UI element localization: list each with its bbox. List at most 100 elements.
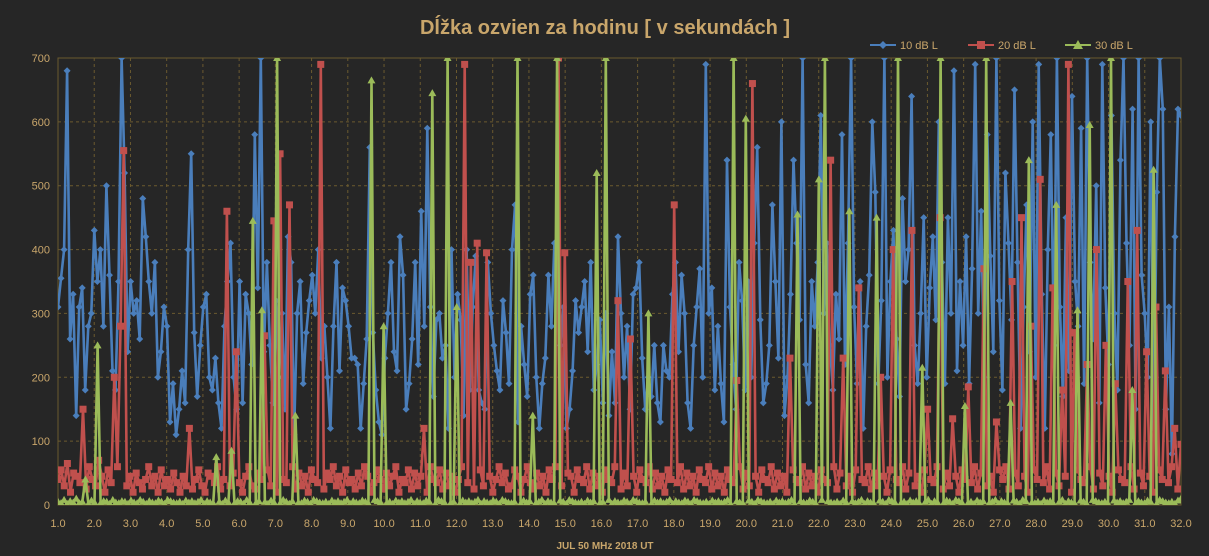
data-point xyxy=(263,258,271,266)
data-point xyxy=(790,156,798,164)
data-point xyxy=(620,373,628,381)
data-point xyxy=(184,246,192,254)
data-point xyxy=(537,495,546,503)
data-point xyxy=(464,479,472,487)
data-point xyxy=(547,322,555,330)
data-point xyxy=(354,469,362,477)
data-point xyxy=(850,303,858,311)
data-point xyxy=(195,466,203,474)
data-point xyxy=(1093,246,1101,254)
data-point xyxy=(202,290,210,298)
data-point xyxy=(212,453,221,461)
data-point xyxy=(1021,497,1030,505)
data-point xyxy=(423,488,431,496)
data-point xyxy=(120,147,128,155)
data-point xyxy=(833,485,841,493)
data-point xyxy=(1173,496,1181,504)
data-point xyxy=(982,58,991,61)
data-point xyxy=(683,469,691,477)
data-point xyxy=(387,258,395,266)
data-point xyxy=(298,482,306,490)
data-point xyxy=(185,424,193,432)
data-point xyxy=(417,472,425,480)
data-point xyxy=(304,488,312,496)
data-point xyxy=(961,475,969,483)
data-point xyxy=(623,322,631,330)
data-point xyxy=(339,488,347,496)
data-point xyxy=(123,482,131,490)
data-point xyxy=(762,380,770,388)
data-point xyxy=(198,482,206,490)
data-point xyxy=(373,466,381,474)
data-point xyxy=(138,485,146,493)
data-point xyxy=(67,488,75,496)
data-point xyxy=(72,412,80,420)
data-point xyxy=(176,488,184,496)
x-tick-label: 24.0 xyxy=(880,518,901,530)
data-point xyxy=(1139,482,1147,490)
data-point xyxy=(550,499,558,505)
data-point xyxy=(705,309,713,317)
data-point xyxy=(598,497,607,505)
data-point xyxy=(520,361,528,369)
data-point xyxy=(626,335,634,343)
data-point xyxy=(257,306,266,314)
data-point xyxy=(877,373,885,381)
data-point xyxy=(90,498,99,505)
data-point xyxy=(320,485,328,493)
data-point xyxy=(1071,499,1078,505)
data-point xyxy=(930,479,938,487)
data-point xyxy=(130,309,138,317)
data-point xyxy=(96,246,104,254)
data-point xyxy=(632,284,640,292)
data-point xyxy=(923,373,931,381)
data-point xyxy=(135,479,143,487)
data-point xyxy=(308,271,316,279)
data-point xyxy=(473,495,482,503)
data-point xyxy=(614,233,622,241)
data-point xyxy=(60,246,68,254)
data-point xyxy=(75,303,83,311)
data-point xyxy=(301,472,309,480)
data-point xyxy=(317,60,325,68)
data-point xyxy=(658,472,666,480)
data-point xyxy=(1024,488,1032,496)
data-point xyxy=(908,226,916,234)
data-point xyxy=(946,482,954,490)
data-point xyxy=(227,446,236,454)
data-point xyxy=(662,367,670,375)
y-tick-label: 400 xyxy=(32,245,50,257)
data-point xyxy=(620,469,628,477)
data-point xyxy=(173,479,181,487)
data-point xyxy=(101,488,109,496)
data-point xyxy=(992,418,1000,426)
data-point xyxy=(502,329,510,337)
data-point xyxy=(895,479,903,487)
data-point xyxy=(411,469,419,477)
data-point xyxy=(336,367,344,375)
data-point xyxy=(641,497,650,505)
data-point xyxy=(1174,105,1181,113)
data-point xyxy=(154,373,162,381)
data-point xyxy=(107,479,115,487)
data-point xyxy=(348,475,356,483)
series-layer xyxy=(58,58,1181,505)
data-point xyxy=(170,469,178,477)
data-point xyxy=(889,226,897,234)
data-point xyxy=(983,482,991,490)
x-tick-label: 18.0 xyxy=(663,518,684,530)
data-point xyxy=(276,150,284,158)
data-point xyxy=(1083,58,1091,62)
legend-label-10db: 10 dB L xyxy=(900,40,938,52)
data-point xyxy=(1121,479,1129,487)
data-point xyxy=(977,469,985,477)
data-point xyxy=(911,482,919,490)
data-point xyxy=(239,488,247,496)
data-point xyxy=(676,463,684,471)
data-point xyxy=(1123,239,1131,247)
data-point xyxy=(108,367,116,375)
data-point xyxy=(1171,424,1179,432)
data-point xyxy=(326,424,334,432)
data-point xyxy=(332,482,340,490)
